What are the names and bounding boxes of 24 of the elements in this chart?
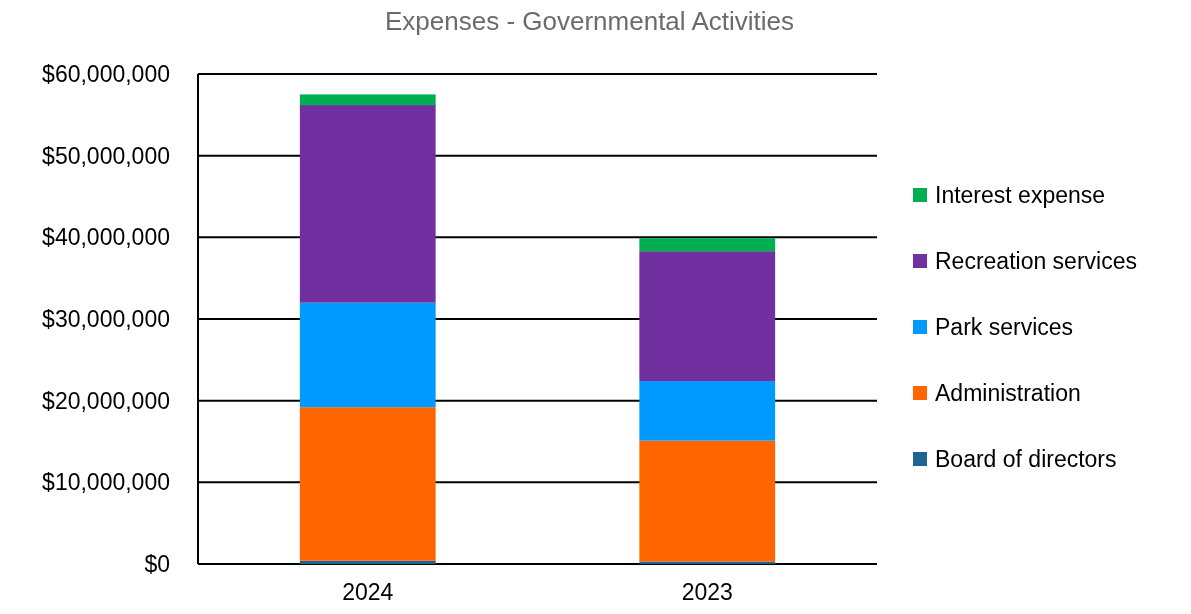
bar [299,94,436,106]
x-tick-label: 2024 [342,579,394,605]
y-tick-label: $10,000,000 [42,469,170,496]
legend-label: Recreation services [935,248,1137,275]
legend-label: Park services [935,314,1074,341]
chart-title: Expenses - Governmental Activities [385,6,794,36]
y-tick-label: $0 [144,551,170,578]
bar [639,251,776,382]
bar [299,407,436,561]
bar [299,560,436,564]
y-tick-label: $20,000,000 [42,387,170,414]
bar [299,105,436,303]
y-tick-label: $50,000,000 [42,142,170,169]
legend-label: Board of directors [935,446,1117,473]
y-tick-label: $30,000,000 [42,306,170,333]
legend-label: Administration [935,380,1081,407]
bar [639,238,776,252]
bar [299,302,436,408]
bar [639,440,776,562]
legend-label: Interest expense [935,182,1106,209]
y-tick-label: $40,000,000 [42,224,170,251]
x-tick-label: 2023 [681,579,733,605]
y-tick-label: $60,000,000 [42,61,170,88]
bar [639,381,776,441]
